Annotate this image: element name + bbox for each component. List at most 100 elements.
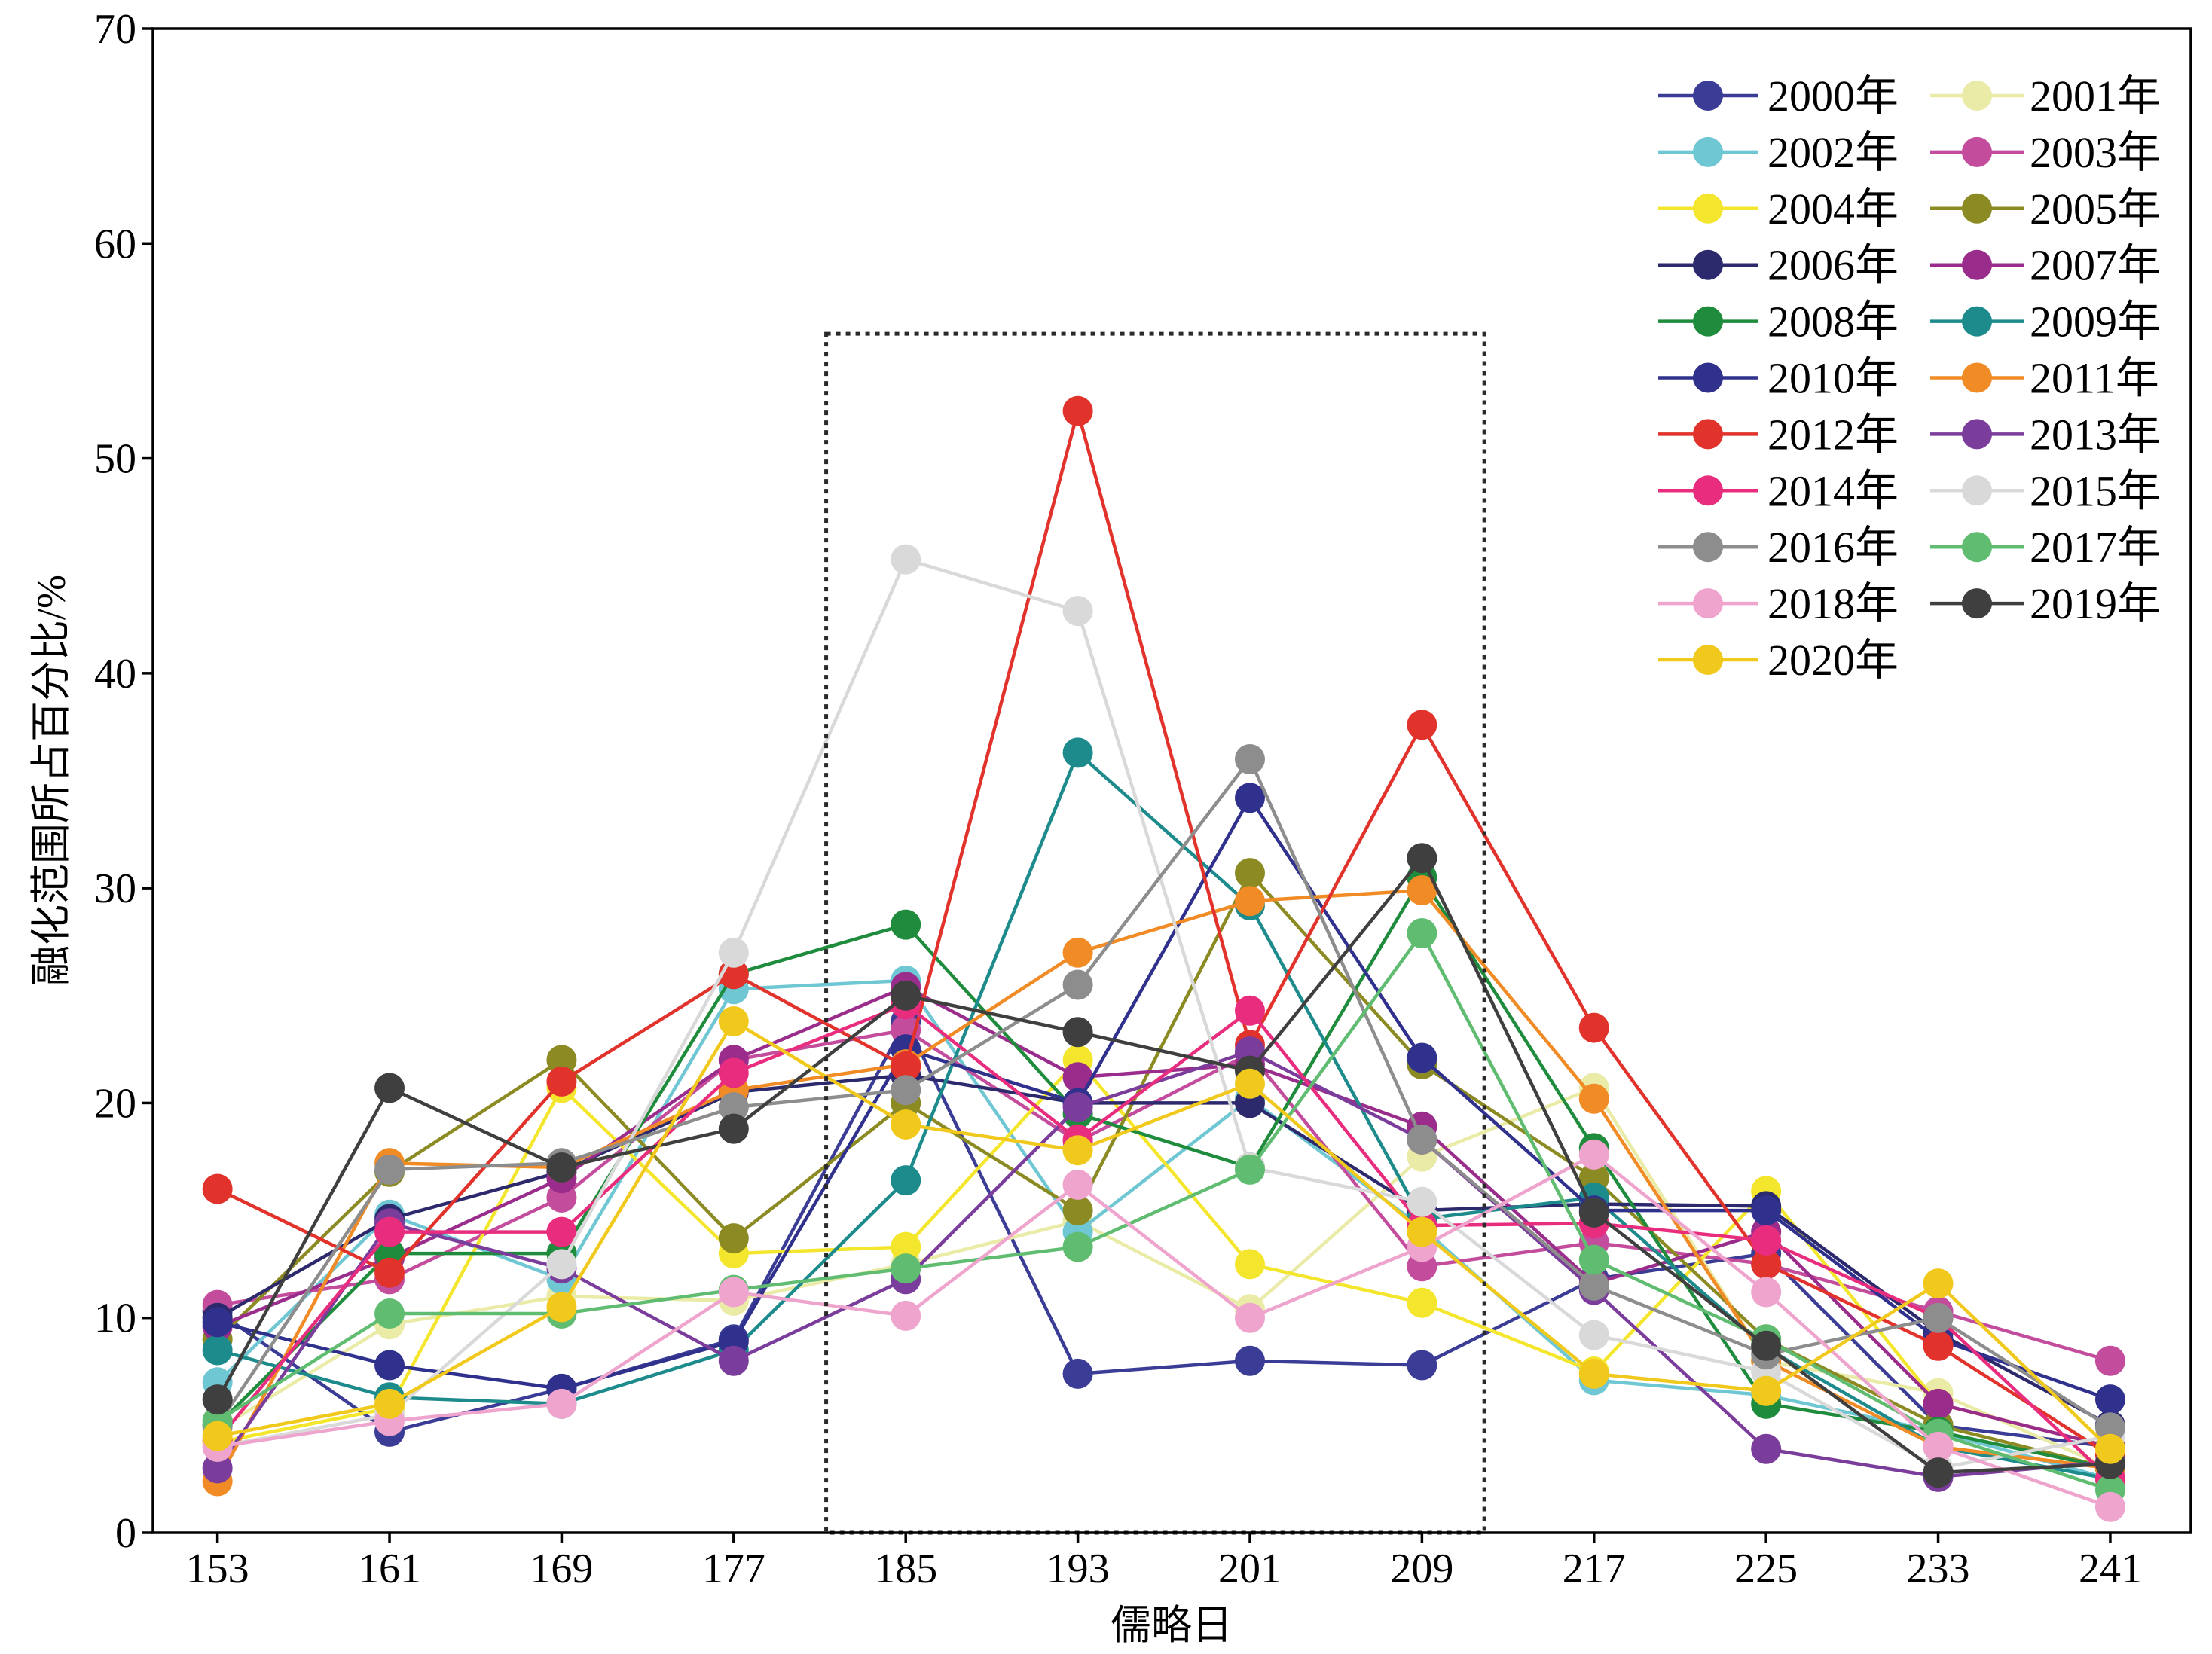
data-point-2014-225 — [1751, 1225, 1782, 1256]
legend-marker-2019 — [1962, 588, 1992, 619]
data-point-2015-185 — [891, 544, 921, 575]
legend-marker-2004 — [1693, 193, 1723, 224]
data-point-2016-233 — [1923, 1302, 1954, 1333]
legend-item-2010: 2010年 — [1658, 354, 1899, 403]
legend-item-2014: 2014年 — [1658, 466, 1899, 515]
x-tick-label-185: 185 — [874, 1546, 937, 1592]
legend-item-2013: 2013年 — [1930, 410, 2161, 459]
y-tick-label-40: 40 — [94, 651, 136, 697]
data-point-2014-201 — [1234, 995, 1265, 1026]
y-tick-label-60: 60 — [94, 221, 136, 267]
data-point-2000-193 — [1062, 1358, 1093, 1389]
data-point-2016-185 — [891, 1075, 921, 1106]
legend-item-2007: 2007年 — [1930, 241, 2161, 290]
data-point-2018-177 — [718, 1277, 749, 1308]
x-tick-label-233: 233 — [1907, 1546, 1970, 1592]
legend-label-2015: 2015年 — [2030, 466, 2161, 515]
data-point-2020-193 — [1062, 1135, 1093, 1166]
series-layer — [202, 395, 2125, 1522]
y-tick-label-50: 50 — [94, 436, 136, 483]
data-point-2015-177 — [718, 937, 749, 968]
legend-marker-2008 — [1693, 306, 1723, 337]
series-line-2007 — [215, 985, 2113, 1449]
data-point-2011-217 — [1578, 1083, 1609, 1114]
data-point-2018-233 — [1923, 1431, 1954, 1462]
data-point-2017-161 — [374, 1298, 405, 1329]
legend-item-2017: 2017年 — [1930, 523, 2161, 572]
data-point-2015-209 — [1407, 1186, 1437, 1217]
data-point-2005-193 — [1062, 1195, 1093, 1226]
data-point-2010-201 — [1234, 783, 1265, 813]
series-2020 — [202, 1006, 2125, 1464]
data-point-2019-209 — [1407, 843, 1437, 874]
legend-label-2009: 2009年 — [2030, 298, 2161, 346]
legend-item-2000: 2000年 — [1658, 72, 1899, 121]
series-line-2020 — [215, 1019, 2113, 1451]
data-point-2005-169 — [546, 1045, 577, 1076]
legend-label-2014: 2014年 — [1767, 466, 1899, 515]
data-point-2016-241 — [2094, 1412, 2125, 1443]
data-point-2017-217 — [1578, 1244, 1609, 1275]
legend-item-2020: 2020年 — [1658, 636, 1899, 685]
data-point-2020-161 — [374, 1388, 405, 1419]
x-tick-label-153: 153 — [186, 1546, 249, 1592]
data-point-2012-193 — [1062, 395, 1093, 426]
data-point-2018-169 — [546, 1388, 577, 1419]
data-point-2020-241 — [2094, 1433, 2125, 1464]
series-line-2016 — [215, 757, 2113, 1430]
legend-label-2005: 2005年 — [2030, 185, 2161, 233]
data-point-2009-185 — [891, 1165, 921, 1196]
y-tick-label-10: 10 — [94, 1295, 136, 1342]
legend-item-2004: 2004年 — [1658, 185, 1899, 233]
legend-label-2013: 2013年 — [2030, 410, 2161, 459]
legend: 2000年 2001年 2002年 2003年 2004年 2005年 2006年 2007年… — [1658, 72, 2161, 685]
series-line-2010 — [215, 796, 2113, 1402]
data-point-2012-233 — [1923, 1330, 1954, 1361]
legend-marker-2002 — [1693, 136, 1723, 167]
data-point-2012-185 — [891, 1051, 921, 1082]
y-tick-label-30: 30 — [94, 865, 136, 912]
legend-label-2010: 2010年 — [1767, 354, 1899, 403]
legend-marker-2011 — [1962, 362, 1992, 393]
data-point-2018-217 — [1578, 1139, 1609, 1170]
data-point-2011-193 — [1062, 937, 1093, 968]
data-point-2012-225 — [1751, 1249, 1782, 1280]
legend-label-2002: 2002年 — [1767, 128, 1899, 177]
legend-marker-2010 — [1693, 362, 1723, 393]
plot-frame — [151, 27, 2192, 1534]
data-point-2017-201 — [1234, 1154, 1265, 1185]
data-point-2004-209 — [1407, 1287, 1437, 1318]
data-point-2013-225 — [1751, 1433, 1782, 1464]
series-line-2011 — [215, 888, 2113, 1483]
data-point-2013-153 — [202, 1453, 233, 1484]
series-line-2012 — [215, 409, 2113, 1457]
legend-marker-2001 — [1962, 81, 1992, 111]
data-point-2014-161 — [374, 1216, 405, 1247]
data-point-2011-209 — [1407, 874, 1437, 905]
data-point-2018-201 — [1234, 1302, 1265, 1333]
data-point-2014-169 — [546, 1216, 577, 1247]
legend-item-2011: 2011年 — [1930, 354, 2159, 403]
data-point-2018-193 — [1062, 1169, 1093, 1200]
x-tick-label-225: 225 — [1734, 1546, 1798, 1592]
data-point-2019-233 — [1923, 1457, 1954, 1488]
series-2019 — [202, 843, 2125, 1488]
data-point-2015-169 — [546, 1249, 577, 1280]
series-line-2009 — [215, 751, 2113, 1481]
data-point-2019-225 — [1751, 1330, 1782, 1361]
data-point-2003-241 — [2094, 1345, 2125, 1376]
data-point-2012-153 — [202, 1173, 233, 1204]
data-point-2019-217 — [1578, 1197, 1609, 1228]
data-point-2014-177 — [718, 1057, 749, 1088]
data-point-2004-201 — [1234, 1249, 1265, 1280]
legend-label-2008: 2008年 — [1767, 298, 1899, 346]
legend-label-2004: 2004年 — [1767, 185, 1899, 233]
data-point-2013-193 — [1062, 1092, 1093, 1123]
data-point-2020-225 — [1751, 1375, 1782, 1406]
data-point-2019-193 — [1062, 1017, 1093, 1048]
legend-label-2007: 2007年 — [2030, 241, 2161, 290]
data-point-2016-209 — [1407, 1124, 1437, 1155]
data-point-2020-177 — [718, 1006, 749, 1037]
x-tick-label-169: 169 — [530, 1546, 593, 1592]
